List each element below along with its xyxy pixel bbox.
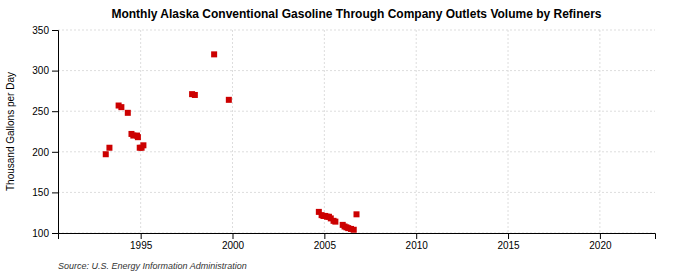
point <box>140 142 146 148</box>
point <box>106 145 112 151</box>
point <box>118 104 124 110</box>
point <box>103 151 109 157</box>
grid-line-x <box>140 30 141 233</box>
point <box>125 110 131 116</box>
grid <box>58 30 655 233</box>
x-tick: 2005 <box>314 233 337 251</box>
y-tick: 100 <box>32 228 58 239</box>
y-tick-label: 150 <box>32 187 49 198</box>
x-tick: 2000 <box>222 233 245 251</box>
chart: 1995 2000 2005 2010 2015 2020 100 150 200 250 300 3… <box>0 0 675 275</box>
grid-line-x <box>324 30 325 233</box>
y-axis-title: Thousand Gallons per Day <box>5 72 16 191</box>
y-axis: 100 150 200 250 300 350 <box>32 25 58 239</box>
point <box>192 92 198 98</box>
y-tick-mark <box>52 30 58 31</box>
source-note: Source: U.S. Energy Information Administ… <box>58 261 247 271</box>
y-tick: 350 <box>32 25 58 36</box>
point <box>354 211 360 217</box>
grid-line-y <box>58 30 655 31</box>
point <box>351 227 357 233</box>
x-tick: 1995 <box>130 233 153 251</box>
y-tick-mark <box>52 233 58 234</box>
y-tick-mark <box>52 152 58 153</box>
x-tick-label: 2020 <box>589 240 612 251</box>
y-tick-label: 350 <box>32 25 49 36</box>
x-tick-label: 2015 <box>497 240 520 251</box>
point <box>332 219 338 225</box>
y-tick: 300 <box>32 65 58 76</box>
grid-line-x <box>416 30 417 233</box>
x-tick: 2015 <box>497 233 520 251</box>
x-tick-mark <box>508 233 509 239</box>
x-axis: 1995 2000 2005 2010 2015 2020 <box>59 233 656 251</box>
x-axis-line <box>59 234 656 240</box>
plot-area: 1995 2000 2005 2010 2015 2020 100 150 200 250 300 3… <box>32 25 655 251</box>
y-tick-label: 100 <box>32 228 49 239</box>
point <box>226 97 232 103</box>
y-tick: 200 <box>32 147 58 158</box>
x-tick-label: 2005 <box>314 240 337 251</box>
x-tick-mark <box>600 233 601 239</box>
grid-line-y <box>58 70 655 71</box>
grid-line-y <box>58 192 655 193</box>
grid-line-x <box>232 30 233 233</box>
y-tick-label: 200 <box>32 147 49 158</box>
grid-line-x <box>599 30 600 233</box>
title: Monthly Alaska Conventional Gasoline Thr… <box>111 7 601 21</box>
x-tick: 2020 <box>589 233 612 251</box>
y-tick: 250 <box>32 106 58 117</box>
grid-line-y <box>58 151 655 152</box>
y-tick-mark <box>52 192 58 193</box>
y-tick: 150 <box>32 187 58 198</box>
x-tick-mark <box>233 233 234 239</box>
y-tick-mark <box>52 71 58 72</box>
x-tick-mark <box>416 233 417 239</box>
x-tick: 2010 <box>406 233 429 251</box>
y-tick-mark <box>52 111 58 112</box>
x-tick-mark <box>141 233 142 239</box>
x-tick-label: 2000 <box>222 240 245 251</box>
y-tick-label: 250 <box>32 106 49 117</box>
point <box>135 134 141 140</box>
grid-line-x <box>508 30 509 233</box>
x-tick-label: 2010 <box>406 240 429 251</box>
x-tick-label: 1995 <box>130 240 153 251</box>
y-axis-line <box>52 31 59 234</box>
point <box>211 51 217 57</box>
y-tick-label: 300 <box>32 65 49 76</box>
grid-line-y <box>58 111 655 112</box>
points <box>103 51 360 232</box>
x-tick-mark <box>324 233 325 239</box>
